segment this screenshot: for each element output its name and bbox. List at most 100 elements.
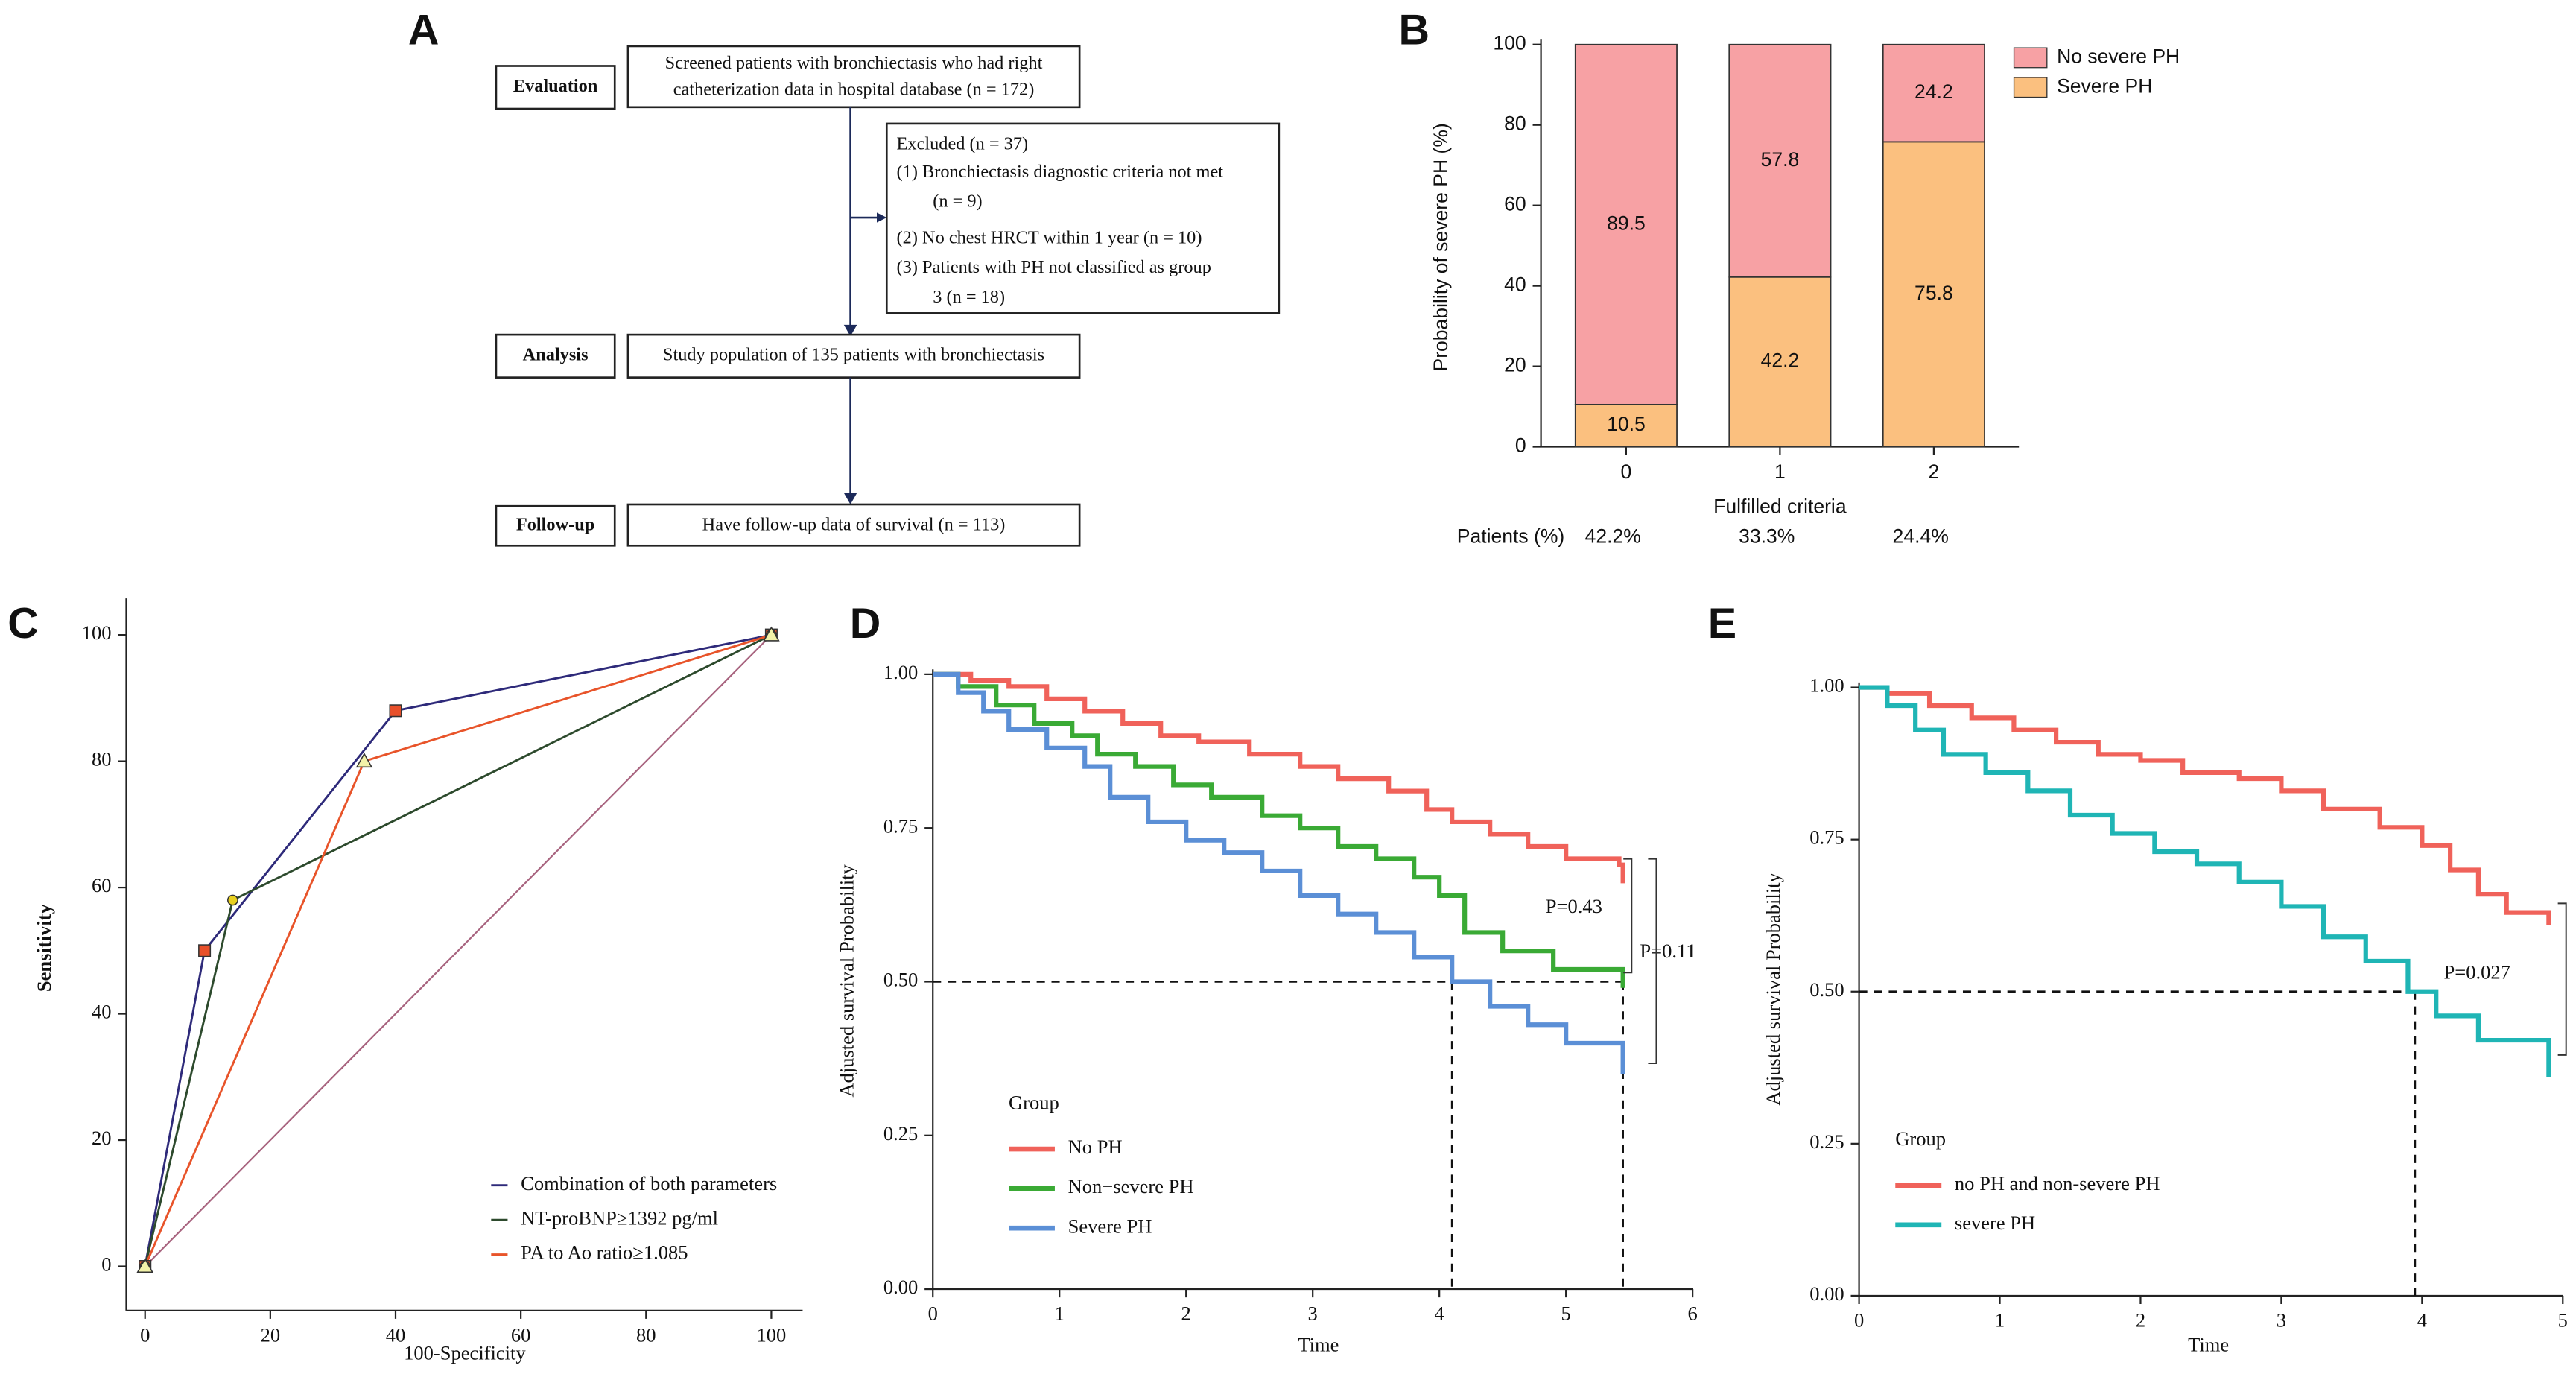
flowchart: A Evaluation Screened patients with bron… [408, 6, 1281, 547]
y-tick-label: 0.25 [1809, 1130, 1844, 1153]
legend-label: No severe PH [2057, 45, 2180, 67]
y-tick-label: 40 [92, 1001, 112, 1023]
panel-label: D [850, 600, 881, 648]
x-tick-label: 3 [2277, 1308, 2286, 1331]
y-tick-label: 0.75 [883, 814, 918, 837]
y-tick-label: 0.50 [1809, 978, 1844, 1001]
y-tick-label: 0.00 [883, 1276, 918, 1298]
x-tick-label: 100 [757, 1323, 787, 1346]
x-tick-label: 4 [2417, 1308, 2427, 1331]
x-tick-label: 2 [1181, 1302, 1191, 1325]
marker [136, 1257, 153, 1273]
legend-label: severe PH [1955, 1212, 2035, 1234]
x-tick-label: 0 [928, 1302, 938, 1325]
footer-value: 42.2% [1585, 525, 1641, 547]
chart-panel: D 0.00 0.25 0.50 0.75 1.00 Time Adjusted surviv… [835, 600, 1697, 1356]
bracket [1623, 858, 1633, 974]
stage-label: Evaluation [513, 76, 598, 96]
bar-segment [1882, 141, 1985, 448]
y-tick-label: 0.75 [1809, 826, 1844, 849]
annotation: P=0.43 [1546, 895, 1602, 917]
arrow-head [843, 324, 857, 337]
x-tick-label: 3 [1308, 1302, 1318, 1325]
arrow-head [843, 493, 857, 504]
legend-label: Non−severe PH [1068, 1175, 1194, 1197]
series-line [144, 633, 772, 1267]
x-axis-label: Fulfilled criteria [1713, 495, 1847, 517]
y-tick-label: 20 [1504, 354, 1526, 376]
bar-segment [1574, 403, 1678, 448]
marker [763, 626, 780, 642]
chart-panel: C 0 20 40 60 80 100 100-Specificity Sensitivity 0… [7, 598, 803, 1364]
data-label: 75.8 [1914, 282, 1953, 304]
x-axis-label: 100-Specificity [404, 1342, 526, 1364]
stage-label: Analysis [523, 344, 589, 364]
bar-segment [1728, 276, 1832, 448]
x-tick-label: 40 [386, 1323, 406, 1346]
panel-label: A [408, 6, 440, 54]
series-line [1859, 685, 2551, 1077]
y-tick-label: 80 [92, 748, 112, 770]
data-label: 42.2 [1761, 349, 1800, 372]
panel-label: C [7, 600, 39, 648]
y-tick-label: 0.25 [883, 1122, 918, 1145]
annotation: P=0.027 [2444, 961, 2510, 984]
marker [198, 944, 212, 957]
y-axis-label: Adjusted survival Probability [835, 864, 857, 1097]
data-label: 57.8 [1761, 148, 1800, 171]
series-line [933, 671, 1625, 988]
marker [227, 894, 238, 906]
legend-label: Severe PH [1068, 1215, 1152, 1237]
x-tick-label: 1 [1995, 1308, 2005, 1331]
bar-segment [1882, 43, 1985, 143]
x-tick-label: 4 [1435, 1302, 1444, 1325]
bar-segment [1574, 43, 1678, 405]
data-label: 89.5 [1607, 212, 1646, 234]
x-tick-label: 80 [636, 1323, 656, 1346]
y-axis-label: Sensitivity [33, 904, 55, 992]
y-tick-label: 1.00 [883, 661, 918, 683]
y-tick-label: 1.00 [1809, 674, 1844, 697]
footer-label: Patients (%) [1457, 525, 1565, 547]
x-tick-label: 0 [1621, 460, 1632, 483]
marker [389, 704, 402, 718]
flow-text: Study population of 135 patients with br… [663, 344, 1044, 364]
y-tick-label: 0 [1515, 434, 1526, 457]
annotation: P=0.11 [1640, 940, 1695, 962]
y-tick-label: 60 [92, 874, 112, 896]
x-axis-label: Time [2188, 1334, 2229, 1356]
arrow-head [877, 212, 887, 223]
flow-box [626, 503, 1081, 547]
x-tick-label: 5 [1561, 1302, 1571, 1325]
series-line [1859, 685, 2551, 925]
footer-value: 33.3% [1739, 525, 1795, 547]
legend-swatch [2013, 47, 2048, 69]
footer-value: 24.4% [1893, 525, 1949, 547]
marker [355, 753, 373, 768]
flow-text: (2) No chest HRCT within 1 year (n = 10) [897, 227, 1202, 247]
y-tick-label: 0.00 [1809, 1282, 1844, 1305]
x-tick-label: 0 [1854, 1308, 1864, 1331]
series-line [933, 671, 1625, 884]
y-tick-label: 60 [1504, 193, 1526, 215]
x-tick-label: 1 [1774, 460, 1786, 483]
bar-segment [1728, 43, 1832, 278]
data-label: 24.2 [1914, 80, 1953, 103]
flow-text: catheterization data in hospital databas… [673, 79, 1035, 99]
flow-box [626, 45, 1081, 109]
flow-box [626, 333, 1081, 379]
legend-label: No PH [1068, 1136, 1123, 1158]
legend-label: no PH and non-severe PH [1955, 1172, 2160, 1194]
flow-box [885, 122, 1281, 314]
series-line [933, 671, 1625, 1074]
y-tick-label: 0.50 [883, 969, 918, 991]
x-tick-label: 2 [2136, 1308, 2145, 1331]
y-axis-label: Adjusted survival Probability [1762, 872, 1784, 1105]
chart-panel: E 0.00 0.25 0.50 0.75 1.00 Time Adjusted surviv… [1708, 600, 2568, 1356]
legend-label: Combination of both parameters [521, 1172, 777, 1194]
y-axis-label: Probability of severe PH (%) [1430, 123, 1452, 371]
flow-text: (3) Patients with PH not classified as g… [897, 257, 1211, 277]
x-tick-label: 5 [2558, 1308, 2568, 1331]
panel-label: B [1398, 6, 1430, 54]
legend-label: PA to Ao ratio≥1.085 [521, 1241, 688, 1264]
